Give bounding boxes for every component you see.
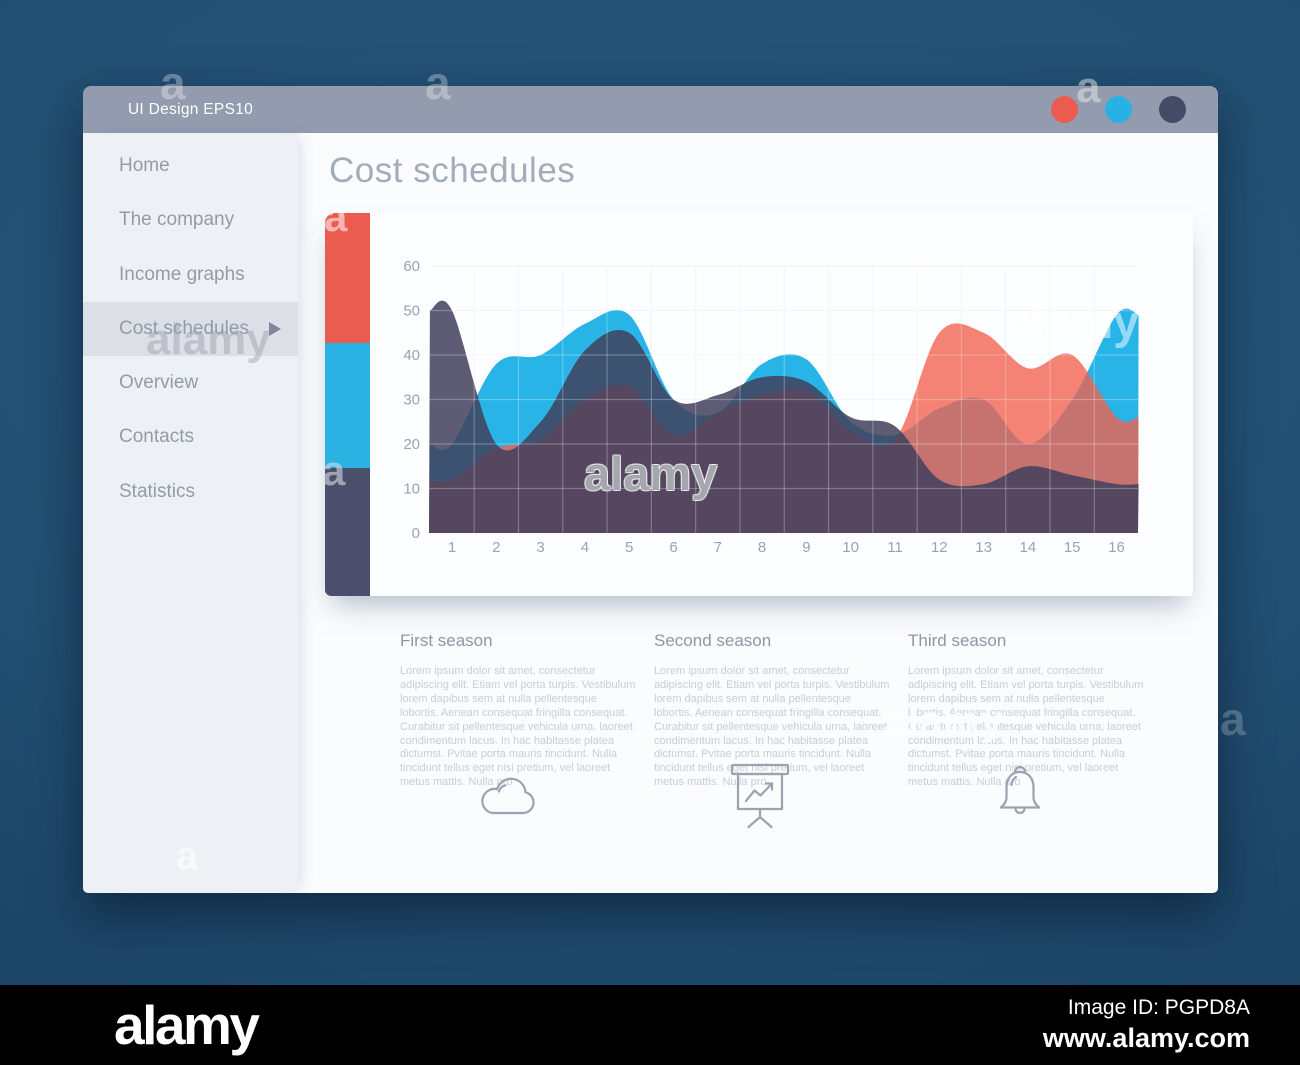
svg-text:10: 10 bbox=[403, 481, 420, 498]
feature-icons-row bbox=[298, 761, 1218, 833]
svg-text:30: 30 bbox=[403, 392, 420, 409]
window-controls bbox=[1051, 86, 1186, 133]
svg-text:10: 10 bbox=[842, 539, 859, 556]
sidebar-item-label: Statistics bbox=[119, 480, 196, 502]
page-title: Cost schedules bbox=[329, 151, 576, 190]
sidebar-item-statistics[interactable]: Statistics bbox=[83, 465, 298, 519]
alamy-url: www.alamy.com bbox=[1042, 1023, 1250, 1053]
image-id-text: Image ID: PGPD8A bbox=[1067, 996, 1250, 1019]
season-text: Lorem ipsum dolor sit amet, consectetur … bbox=[400, 665, 636, 789]
sidebar-item-label: Home bbox=[119, 155, 170, 176]
watermark: a bbox=[1220, 693, 1246, 745]
svg-text:13: 13 bbox=[975, 539, 992, 556]
sidebar-item-the-company[interactable]: The company bbox=[83, 193, 298, 247]
arrow-right-icon bbox=[269, 322, 281, 337]
sidebar-item-contacts[interactable]: Contacts bbox=[83, 410, 298, 464]
bell-icon bbox=[984, 761, 1056, 833]
svg-text:50: 50 bbox=[403, 303, 420, 320]
window-title: UI Design EPS10 bbox=[127, 101, 254, 118]
alamy-watermark-bar: alamy Image ID: PGPD8A www.alamy.com bbox=[0, 985, 1300, 1065]
seasons-section: First season Lorem ipsum dolor sit amet,… bbox=[400, 631, 1146, 790]
sidebar-item-label: Contacts bbox=[119, 426, 194, 448]
season-column-second: Second season Lorem ipsum dolor sit amet… bbox=[654, 631, 892, 790]
bar-segment-blue bbox=[325, 343, 370, 468]
svg-text:14: 14 bbox=[1020, 539, 1037, 556]
sidebar-item-home[interactable]: Home bbox=[83, 139, 298, 193]
bar-segment-navy bbox=[325, 468, 370, 596]
svg-text:12: 12 bbox=[931, 539, 948, 556]
svg-text:20: 20 bbox=[403, 436, 420, 453]
svg-text:3: 3 bbox=[536, 539, 544, 556]
sidebar-item-cost-schedules[interactable]: Cost schedules bbox=[83, 301, 298, 357]
svg-text:6: 6 bbox=[669, 539, 677, 556]
svg-text:1: 1 bbox=[448, 539, 456, 556]
svg-text:15: 15 bbox=[1064, 539, 1081, 556]
chart-card: 0 10 20 30 40 50 60 1 2 3 4 5 6 7 8 9 10 11 12 13 14 15 16 bbox=[325, 213, 1193, 596]
sidebar-menu: Home The company Income graphs Cost sche… bbox=[83, 133, 298, 519]
app-window: UI Design EPS10 Home The company Income … bbox=[83, 86, 1218, 893]
svg-text:40: 40 bbox=[403, 347, 420, 364]
season-title: Third season bbox=[908, 631, 1007, 650]
window-control-navy-icon[interactable] bbox=[1159, 96, 1186, 123]
season-title: Second season bbox=[654, 631, 772, 650]
season-column-third: Third season Lorem ipsum dolor sit amet,… bbox=[908, 631, 1146, 790]
svg-text:16: 16 bbox=[1108, 539, 1125, 556]
window-control-red-icon[interactable] bbox=[1051, 96, 1078, 123]
svg-text:2: 2 bbox=[492, 539, 500, 556]
sidebar-item-income-graphs[interactable]: Income graphs bbox=[83, 248, 298, 302]
season-text: Lorem ipsum dolor sit amet, consectetur … bbox=[654, 665, 890, 789]
bar-segment-red bbox=[325, 213, 370, 343]
alamy-logo: alamy bbox=[114, 994, 260, 1056]
sidebar-item-label: Overview bbox=[119, 372, 199, 394]
cloud-icon bbox=[472, 761, 544, 833]
presentation-chart-icon bbox=[724, 761, 796, 833]
main-content: Cost schedules 0 10 20 30 40 50 60 1 2 3 4 5 6 7 8 9 10 1… bbox=[298, 133, 1218, 893]
svg-text:11: 11 bbox=[887, 539, 903, 556]
sidebar-item-label: Cost schedules bbox=[119, 317, 249, 339]
svg-text:9: 9 bbox=[802, 539, 810, 556]
svg-text:8: 8 bbox=[758, 539, 766, 556]
sidebar-item-label: The company bbox=[119, 209, 235, 231]
season-title: First season bbox=[400, 631, 493, 650]
sidebar-item-label: Income graphs bbox=[119, 263, 245, 285]
svg-text:5: 5 bbox=[625, 539, 633, 556]
svg-text:7: 7 bbox=[714, 539, 722, 556]
window-titlebar: UI Design EPS10 bbox=[83, 86, 1218, 133]
sidebar-item-overview[interactable]: Overview bbox=[83, 356, 298, 410]
footer-info: Image ID: PGPD8A www.alamy.com bbox=[1043, 996, 1250, 1054]
svg-text:4: 4 bbox=[581, 539, 589, 556]
season-text: Lorem ipsum dolor sit amet, consectetur … bbox=[908, 665, 1144, 789]
stacked-bar-legend bbox=[325, 213, 370, 596]
season-column-first: First season Lorem ipsum dolor sit amet,… bbox=[400, 631, 638, 790]
window-control-blue-icon[interactable] bbox=[1105, 96, 1132, 123]
sidebar: Home The company Income graphs Cost sche… bbox=[83, 133, 298, 893]
svg-text:0: 0 bbox=[412, 525, 420, 542]
svg-text:60: 60 bbox=[403, 258, 420, 275]
